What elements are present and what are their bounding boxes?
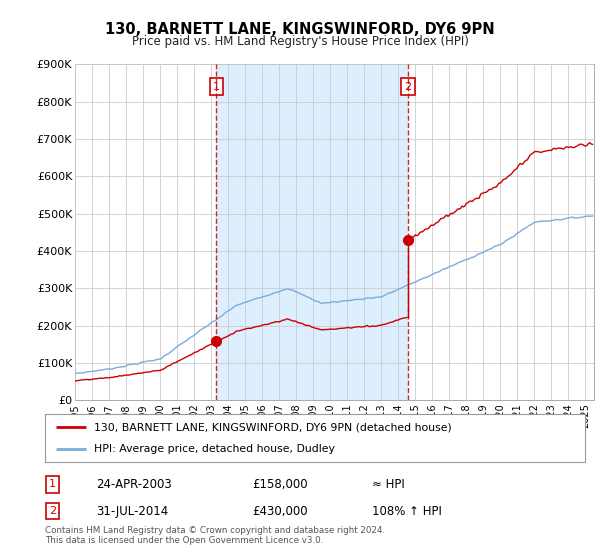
Text: 31-JUL-2014: 31-JUL-2014 bbox=[96, 505, 168, 518]
Text: ≈ HPI: ≈ HPI bbox=[372, 478, 405, 491]
Text: £430,000: £430,000 bbox=[252, 505, 308, 518]
Text: Contains HM Land Registry data © Crown copyright and database right 2024.
This d: Contains HM Land Registry data © Crown c… bbox=[45, 526, 385, 545]
Text: HPI: Average price, detached house, Dudley: HPI: Average price, detached house, Dudl… bbox=[94, 444, 334, 454]
Text: 108% ↑ HPI: 108% ↑ HPI bbox=[372, 505, 442, 518]
Text: 130, BARNETT LANE, KINGSWINFORD, DY6 9PN (detached house): 130, BARNETT LANE, KINGSWINFORD, DY6 9PN… bbox=[94, 422, 451, 432]
Text: Price paid vs. HM Land Registry's House Price Index (HPI): Price paid vs. HM Land Registry's House … bbox=[131, 35, 469, 48]
Text: 130, BARNETT LANE, KINGSWINFORD, DY6 9PN: 130, BARNETT LANE, KINGSWINFORD, DY6 9PN bbox=[105, 22, 495, 38]
Bar bbox=[217, 64, 408, 400]
Text: 1: 1 bbox=[49, 479, 56, 489]
Text: 2: 2 bbox=[49, 506, 56, 516]
Text: 24-APR-2003: 24-APR-2003 bbox=[96, 478, 172, 491]
Text: 2: 2 bbox=[404, 82, 412, 92]
Text: 1: 1 bbox=[213, 82, 220, 92]
Text: £158,000: £158,000 bbox=[252, 478, 308, 491]
